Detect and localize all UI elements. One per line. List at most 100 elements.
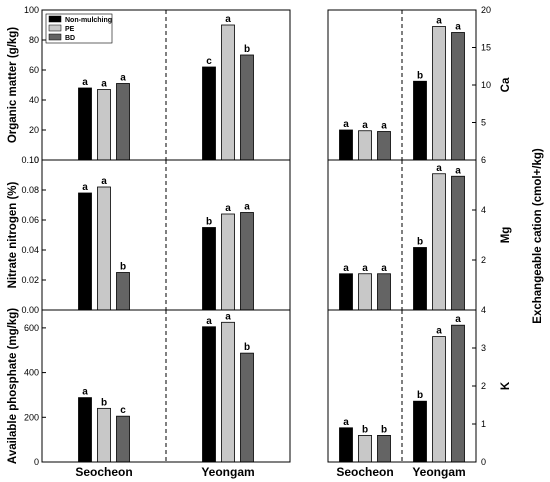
bar-organic-matter-yeongam-pe — [221, 24, 235, 161]
significance-letter: a — [225, 203, 231, 214]
y-tick-label: 6 — [481, 155, 486, 165]
bar-organic-matter-yeongam-bd — [240, 54, 254, 161]
significance-letter: a — [381, 121, 387, 132]
bar-k-seocheon-non-mulching — [339, 427, 353, 463]
bar-mg-yeongam-non-mulching — [413, 247, 427, 311]
y-tick-label: 4 — [481, 305, 486, 315]
significance-letter: a — [343, 263, 349, 274]
y-tick-label: 60 — [29, 65, 39, 75]
y-tick-label: 600 — [24, 323, 39, 333]
legend-label: Non-mulching — [65, 17, 112, 24]
significance-letter: b — [417, 390, 423, 401]
significance-letter: a — [225, 14, 231, 25]
panel-mg: a a a b a a 2 4 6 Mg — [327, 155, 512, 311]
y-tick-label: 0 — [481, 457, 486, 467]
shared-y-axis-title: Exchangeable cation (cmol+/kg) — [532, 148, 544, 324]
bar-nitrate-nitrogen-yeongam-pe — [221, 213, 235, 311]
significance-letter: a — [101, 176, 107, 187]
y-tick-label: 0.06 — [21, 215, 39, 225]
bar-available-phosphate-seocheon-bd — [116, 415, 130, 463]
bar-k-yeongam-bd — [451, 324, 465, 463]
legend-swatch — [48, 15, 62, 23]
significance-letter: b — [417, 70, 423, 81]
y-tick-label: 0.00 — [21, 305, 39, 315]
bar-organic-matter-seocheon-bd — [116, 83, 130, 161]
y-tick-label: 0.10 — [21, 155, 39, 165]
significance-letter: a — [120, 73, 126, 84]
bar-ca-yeongam-pe — [432, 26, 446, 161]
panel-nitrate-nitrogen: a a b b a a 0.00 0.02 0.04 0.06 0.08 0.10 Nitrate ni… — [7, 155, 291, 315]
significance-letter: a — [206, 316, 212, 327]
y-tick-label: 400 — [24, 368, 39, 378]
significance-letter: b — [120, 262, 126, 273]
y-tick-label: 0.02 — [21, 275, 39, 285]
significance-letter: a — [436, 163, 442, 174]
y-axis-title: Nitrate nitrogen (%) — [7, 181, 19, 288]
y-tick-label: 1 — [481, 419, 486, 429]
bar-mg-yeongam-pe — [432, 173, 446, 311]
y-tick-label: 5 — [481, 118, 486, 128]
y-tick-label: 15 — [481, 43, 491, 53]
significance-letter: a — [244, 202, 250, 213]
significance-letter: a — [362, 263, 368, 274]
y-tick-label: 0 — [34, 155, 39, 165]
y-tick-label: 80 — [29, 35, 39, 45]
bar-k-yeongam-non-mulching — [413, 400, 427, 463]
bar-nitrate-nitrogen-yeongam-bd — [240, 212, 254, 311]
legend-label: PE — [65, 26, 75, 33]
y-tick-label: 4 — [481, 205, 486, 215]
x-category-label: Seocheon — [336, 465, 393, 479]
bar-nitrate-nitrogen-yeongam-non-mulching — [202, 227, 216, 311]
x-category-label: Yeongam — [201, 465, 254, 479]
panel-available-phosphate: a b c a a b 0 200 400 600 Available phosphate (mg/… — [7, 308, 291, 467]
bar-ca-seocheon-bd — [377, 131, 391, 161]
y-axis-title: Mg — [500, 227, 512, 244]
bar-available-phosphate-yeongam-bd — [240, 352, 254, 463]
significance-letter: a — [82, 77, 88, 88]
panel-k: a b b b a a 0 1 2 3 4 K — [327, 305, 512, 467]
significance-letter: a — [343, 417, 349, 428]
bar-k-seocheon-bd — [377, 434, 391, 463]
x-category-label: Seocheon — [75, 465, 132, 479]
bar-nitrate-nitrogen-seocheon-pe — [97, 186, 111, 311]
bar-mg-seocheon-non-mulching — [339, 273, 353, 311]
legend-swatch — [48, 33, 62, 41]
y-tick-label: 200 — [24, 412, 39, 422]
bar-available-phosphate-yeongam-pe — [221, 321, 235, 463]
bar-ca-seocheon-non-mulching — [339, 129, 353, 161]
legend-swatch — [48, 24, 62, 32]
y-tick-label: 10 — [481, 80, 491, 90]
panel-organic-matter: a a a c a b 0 20 40 60 80 100 Organic matter (g/kg) N… — [7, 5, 291, 165]
bar-organic-matter-seocheon-pe — [97, 89, 111, 161]
significance-letter: a — [101, 79, 107, 90]
bar-organic-matter-seocheon-non-mulching — [78, 87, 92, 161]
bar-available-phosphate-yeongam-non-mulching — [202, 326, 216, 463]
bar-ca-seocheon-pe — [358, 130, 372, 161]
y-tick-label: 100 — [24, 5, 39, 15]
significance-letter: a — [455, 314, 461, 325]
y-tick-label: 3 — [481, 343, 486, 353]
bar-available-phosphate-seocheon-pe — [97, 407, 111, 463]
y-axis-title: Ca — [500, 77, 512, 92]
bar-organic-matter-yeongam-non-mulching — [202, 66, 216, 161]
significance-letter: b — [244, 44, 250, 55]
y-tick-label: 0.04 — [21, 245, 39, 255]
y-tick-label: 20 — [481, 5, 491, 15]
significance-letter: b — [381, 424, 387, 435]
y-tick-label: 40 — [29, 95, 39, 105]
significance-letter: b — [101, 397, 107, 408]
y-tick-label: 2 — [481, 381, 486, 391]
legend-label: BD — [65, 35, 75, 42]
significance-letter: a — [343, 119, 349, 130]
significance-letter: a — [381, 263, 387, 274]
significance-letter: a — [362, 120, 368, 131]
bar-nitrate-nitrogen-seocheon-non-mulching — [78, 192, 92, 311]
bar-mg-seocheon-pe — [358, 273, 372, 311]
bar-mg-yeongam-bd — [451, 175, 465, 311]
bar-k-seocheon-pe — [358, 434, 372, 463]
significance-letter: a — [82, 182, 88, 193]
y-tick-label: 20 — [29, 125, 39, 135]
y-tick-label: 2 — [481, 255, 486, 265]
bar-nitrate-nitrogen-seocheon-bd — [116, 272, 130, 311]
